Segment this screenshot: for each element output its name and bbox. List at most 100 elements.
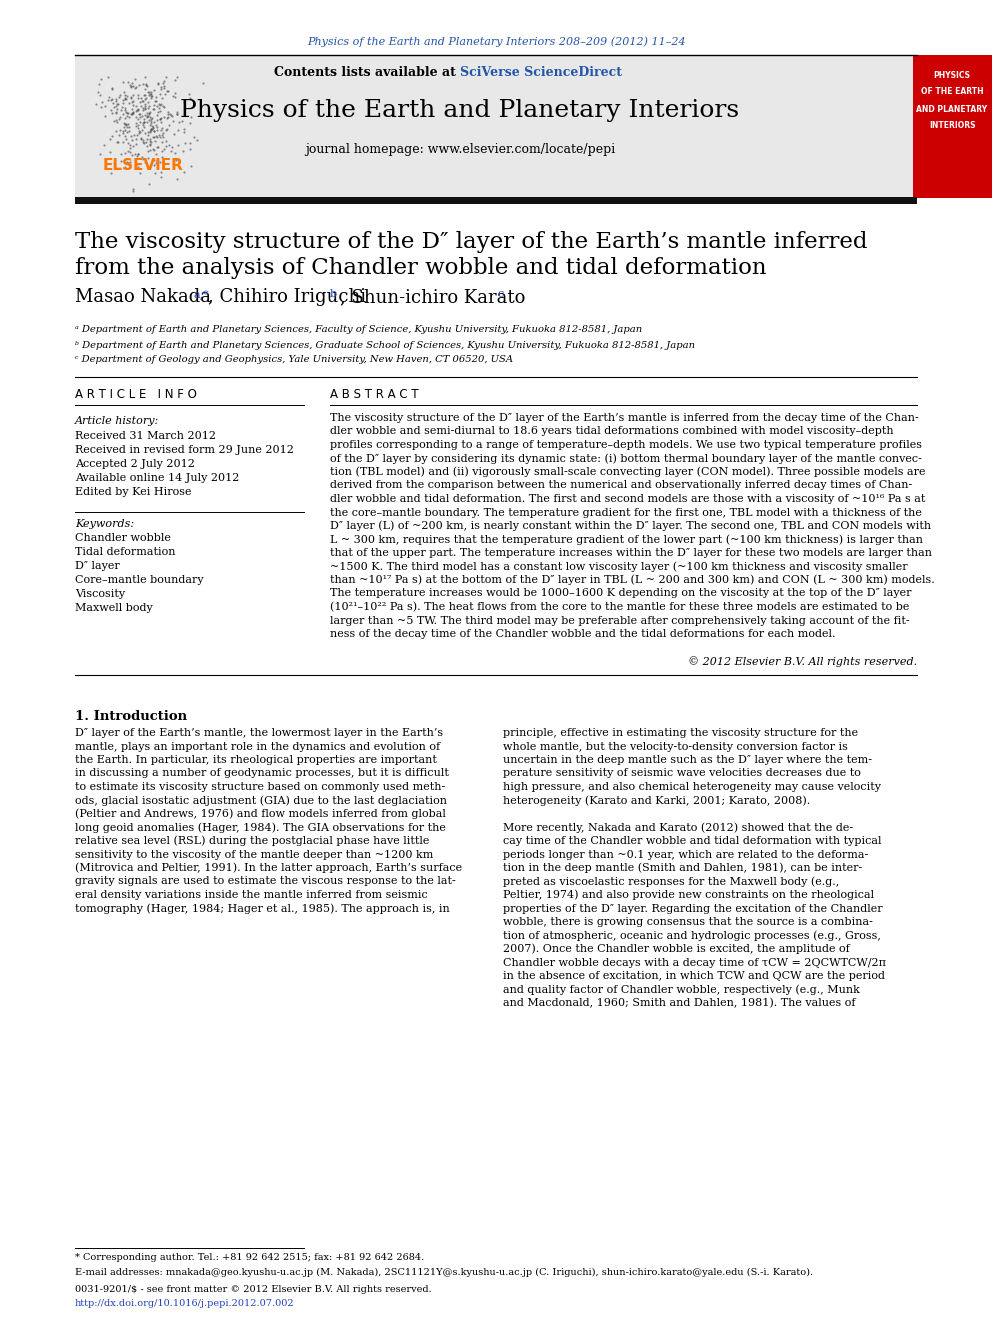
Point <box>115 123 131 144</box>
Point <box>117 126 133 147</box>
Point <box>146 99 162 120</box>
Point <box>121 93 137 114</box>
Point <box>138 87 154 108</box>
Text: relative sea level (RSL) during the postglacial phase have little: relative sea level (RSL) during the post… <box>75 836 430 847</box>
Point <box>138 66 154 87</box>
Point <box>128 115 144 136</box>
Point <box>103 99 119 120</box>
Point <box>155 95 171 116</box>
Point <box>137 132 153 153</box>
Point <box>164 106 180 127</box>
Point <box>115 120 131 142</box>
Point <box>136 116 152 138</box>
Point <box>142 106 158 127</box>
Point <box>123 75 139 97</box>
Point <box>135 148 151 169</box>
Point <box>133 163 149 184</box>
Point <box>143 83 159 105</box>
Point <box>129 153 145 175</box>
Point <box>154 132 170 153</box>
Text: tion of atmospheric, oceanic and hydrologic processes (e.g., Gross,: tion of atmospheric, oceanic and hydrolo… <box>503 930 881 941</box>
Point <box>92 143 108 164</box>
Point <box>137 78 153 99</box>
Point <box>141 102 157 123</box>
Point <box>169 101 185 122</box>
Point <box>174 111 189 132</box>
Point <box>169 169 185 191</box>
Text: The viscosity structure of the D″ layer of the Earth’s mantle inferred: The viscosity structure of the D″ layer … <box>75 232 867 253</box>
Point <box>158 119 174 140</box>
Point <box>125 101 141 122</box>
Point <box>120 152 136 173</box>
Point <box>163 103 179 124</box>
Point <box>156 77 172 98</box>
Point <box>170 66 186 87</box>
Text: (Peltier and Andrews, 1976) and flow models inferred from global: (Peltier and Andrews, 1976) and flow mod… <box>75 808 445 819</box>
Point <box>147 126 163 147</box>
Point <box>146 120 162 142</box>
Point <box>152 127 168 148</box>
Point <box>113 149 129 171</box>
Point <box>134 128 150 149</box>
Point <box>167 70 183 91</box>
Point <box>130 85 146 106</box>
Point <box>135 112 151 134</box>
Point <box>97 95 113 116</box>
Point <box>157 75 173 97</box>
Point <box>141 103 157 124</box>
Point <box>123 75 139 97</box>
Point <box>103 163 119 184</box>
Bar <box>75 56 917 198</box>
Point <box>132 123 148 144</box>
Point <box>100 90 116 111</box>
Point <box>143 119 159 140</box>
Point <box>119 116 135 138</box>
Point <box>137 95 153 116</box>
Point <box>122 75 138 97</box>
Text: perature sensitivity of seismic wave velocities decreases due to: perature sensitivity of seismic wave vel… <box>503 769 861 778</box>
Text: the Earth. In particular, its rheological properties are important: the Earth. In particular, its rheologica… <box>75 755 436 765</box>
Point <box>152 108 168 130</box>
Point <box>168 149 184 171</box>
Point <box>153 151 169 172</box>
Point <box>134 90 150 111</box>
Point <box>137 98 153 119</box>
Point <box>144 107 160 128</box>
Point <box>118 102 134 123</box>
Point <box>156 127 172 148</box>
Point <box>122 138 138 159</box>
Point <box>90 82 106 103</box>
Point <box>122 151 138 172</box>
Point <box>165 111 181 132</box>
Point <box>142 135 158 156</box>
Point <box>134 128 150 149</box>
Point <box>122 142 138 163</box>
Point <box>140 91 156 112</box>
Point <box>147 79 163 101</box>
Point <box>137 93 153 114</box>
Text: gravity signals are used to estimate the viscous response to the lat-: gravity signals are used to estimate the… <box>75 877 455 886</box>
Point <box>105 93 121 114</box>
Point <box>170 135 186 156</box>
Point <box>194 73 210 94</box>
Point <box>147 94 163 115</box>
Point <box>142 134 158 155</box>
Point <box>116 81 132 102</box>
Point <box>149 144 165 165</box>
Point <box>142 122 158 143</box>
Point <box>165 86 181 107</box>
Point <box>147 163 163 184</box>
Point <box>143 108 159 130</box>
Text: wobble, there is growing consensus that the source is a combina-: wobble, there is growing consensus that … <box>503 917 873 927</box>
Text: profiles corresponding to a range of temperature–depth models. We use two typica: profiles corresponding to a range of tem… <box>330 441 922 450</box>
Text: Article history:: Article history: <box>75 415 160 426</box>
Bar <box>75 197 917 204</box>
Point <box>149 90 165 111</box>
Point <box>129 146 145 167</box>
Point <box>124 71 140 93</box>
Point <box>139 128 155 149</box>
Point <box>94 91 110 112</box>
Text: , Chihiro Iriguchi: , Chihiro Iriguchi <box>208 288 366 306</box>
Point <box>146 139 162 160</box>
Point <box>131 103 147 124</box>
